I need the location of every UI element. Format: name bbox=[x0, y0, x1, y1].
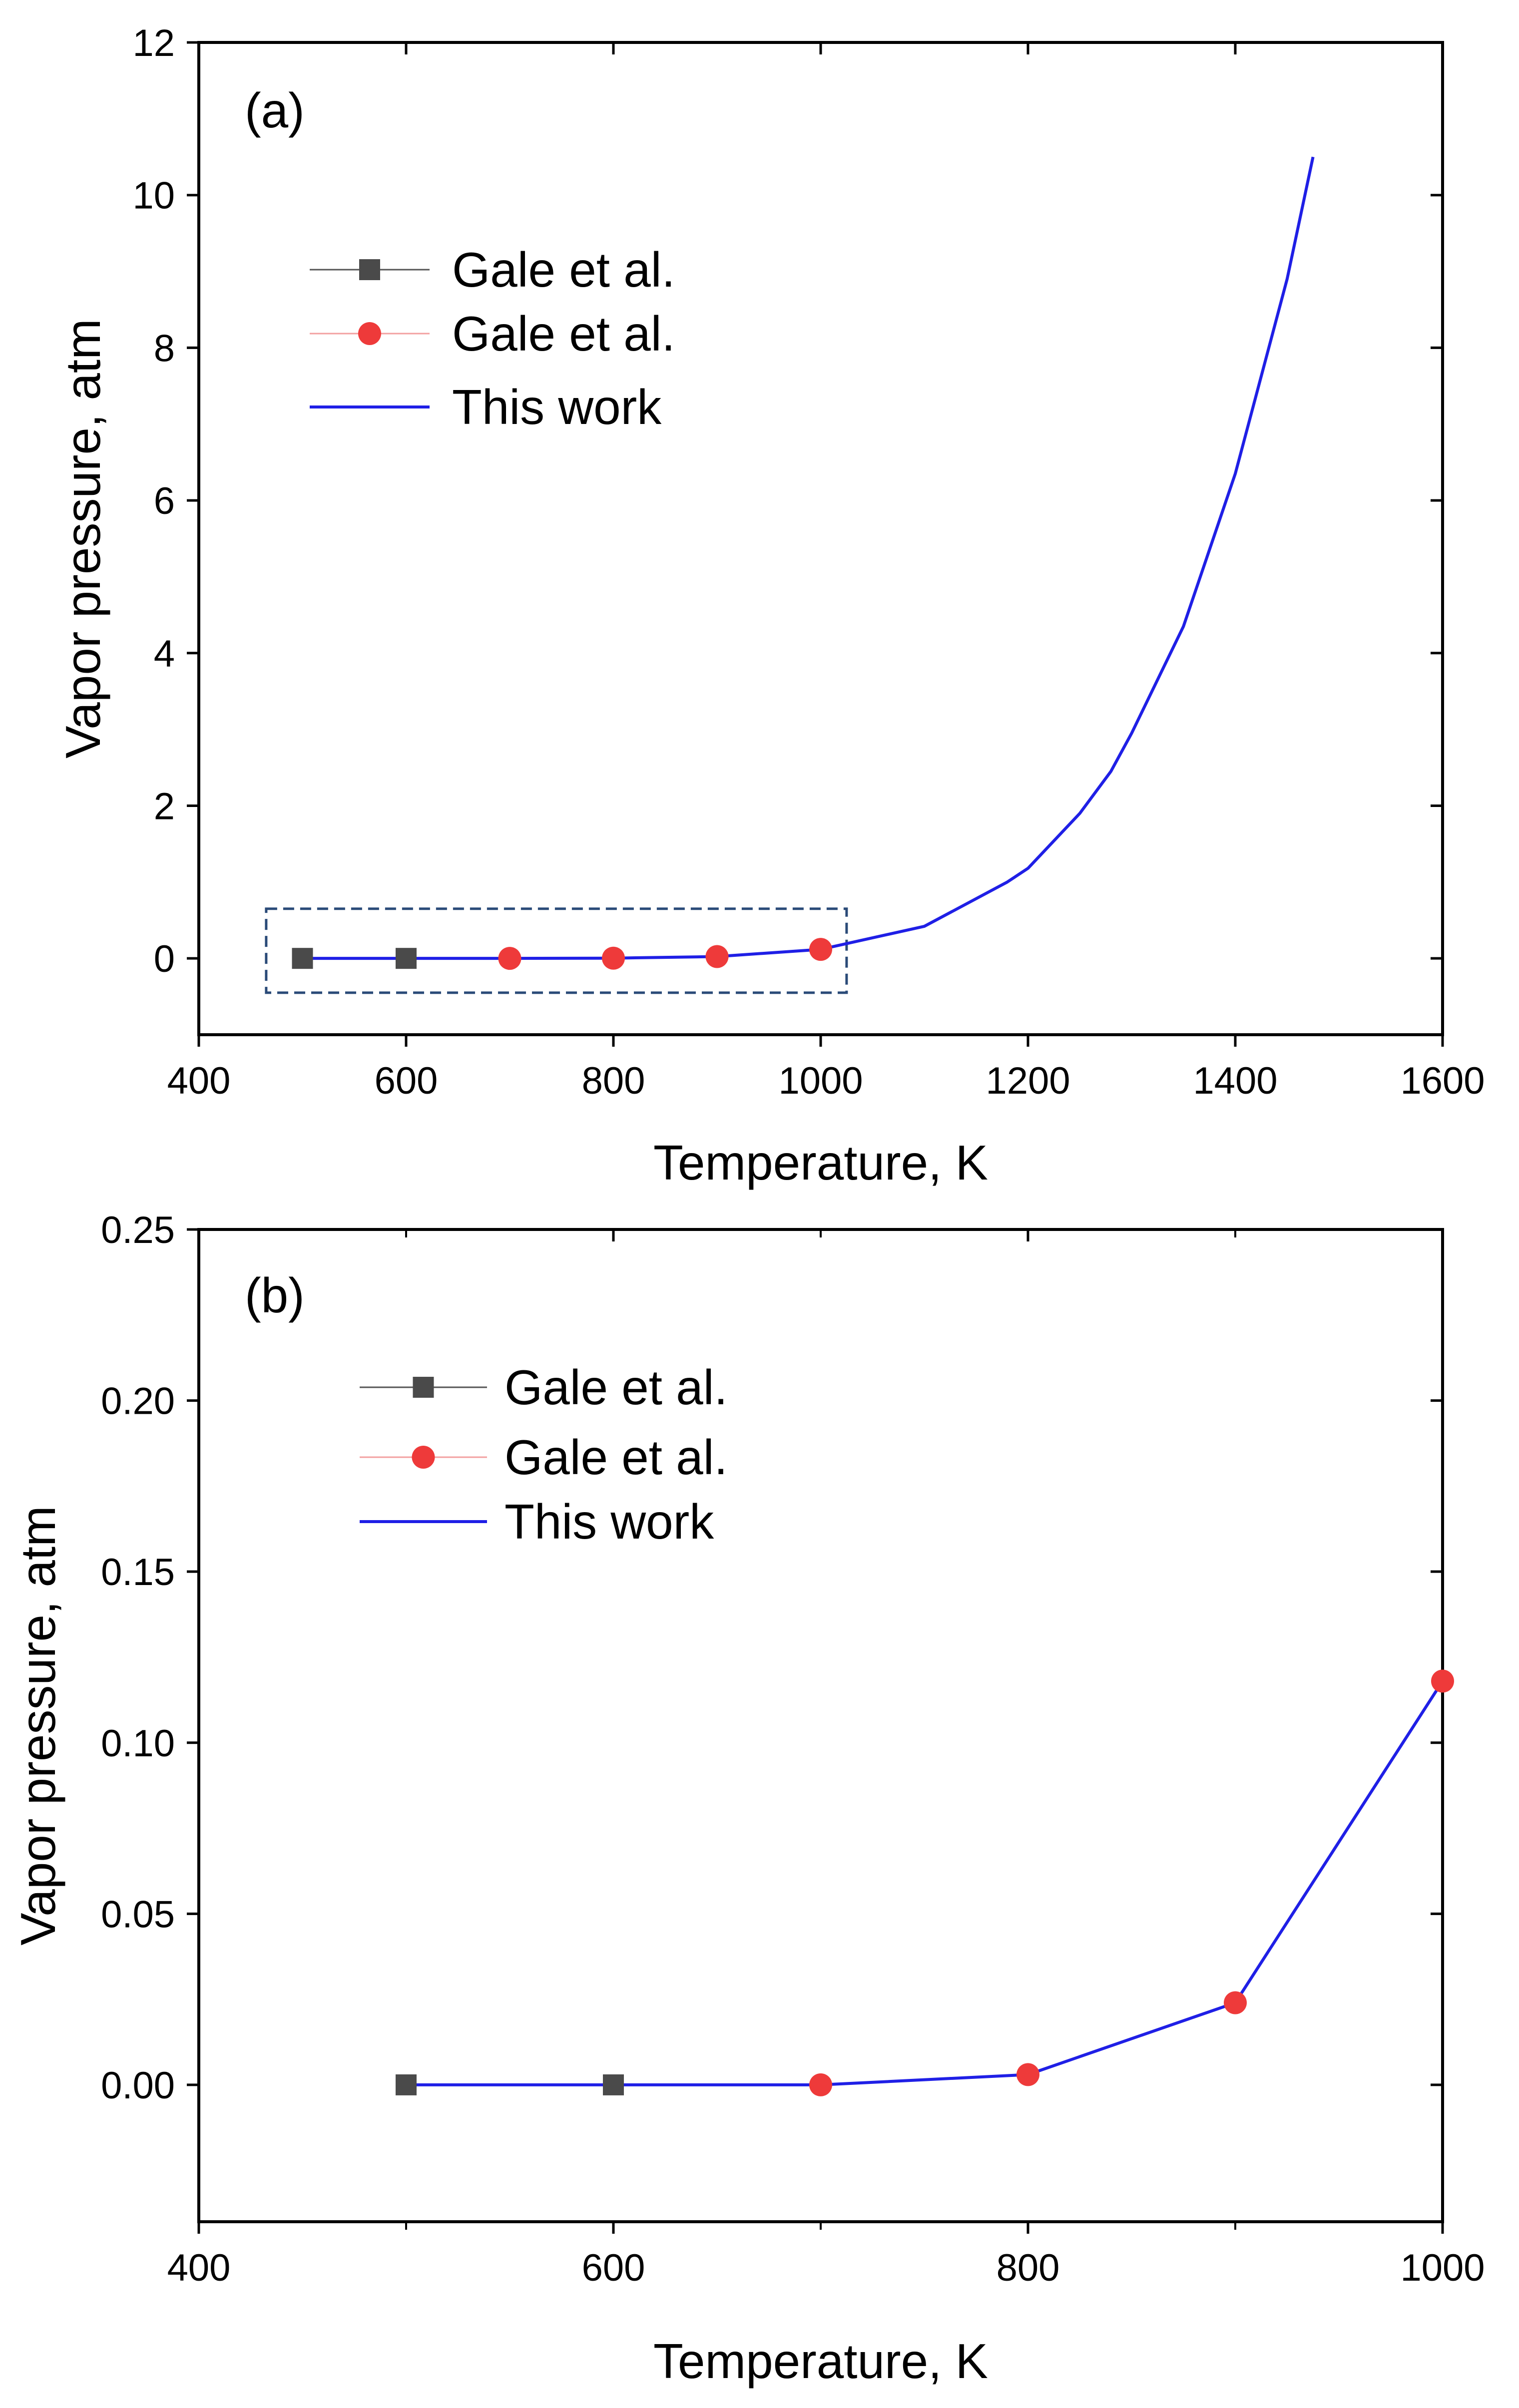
legend: Gale et al. Gale et al. This work bbox=[310, 242, 675, 434]
legend-marker-circle bbox=[412, 1446, 435, 1469]
series-line-this-work bbox=[406, 1680, 1444, 2086]
x-axis-title: Temperature, K bbox=[653, 2334, 988, 2389]
legend: Gale et al. Gale et al. This work bbox=[360, 1360, 728, 1549]
data-point-circle bbox=[705, 945, 729, 968]
panel-label: (a) bbox=[245, 83, 305, 138]
data-point-square bbox=[603, 2074, 624, 2095]
legend-marker-square bbox=[413, 1377, 434, 1398]
x-tick-label: 1600 bbox=[1400, 1060, 1485, 1102]
panel-label: (b) bbox=[245, 1268, 305, 1323]
legend-marker-circle bbox=[358, 322, 381, 345]
legend-label: This work bbox=[505, 1494, 714, 1549]
series-line-this-work bbox=[302, 156, 1315, 960]
legend-label: Gale et al. bbox=[452, 306, 675, 361]
y-tick-label: 0.10 bbox=[101, 1722, 175, 1765]
y-tick-label: 0.20 bbox=[101, 1380, 175, 1423]
y-tick-label: 0.15 bbox=[101, 1551, 175, 1594]
data-point-circle bbox=[1016, 2063, 1039, 2086]
x-axis-title: Temperature, K bbox=[653, 1135, 988, 1190]
x-tick-label: 800 bbox=[997, 2247, 1060, 2289]
data-point-square bbox=[292, 948, 313, 969]
legend-label: Gale et al. bbox=[505, 1360, 728, 1415]
y-axis-title: Vapor pressure, atm bbox=[10, 1506, 65, 1946]
y-tick-label: 0.25 bbox=[101, 1209, 175, 1251]
zoom-region-box bbox=[265, 907, 848, 994]
x-tick-label: 800 bbox=[582, 1060, 645, 1102]
data-point-circle bbox=[1224, 1991, 1247, 2014]
y-tick-label: 8 bbox=[154, 327, 175, 370]
y-tick-label: 4 bbox=[154, 633, 175, 675]
data-point-circle bbox=[809, 2073, 832, 2096]
x-tick-label: 600 bbox=[375, 1060, 438, 1102]
legend-label: Gale et al. bbox=[452, 242, 675, 297]
x-tick-label: 1000 bbox=[778, 1060, 863, 1102]
chart-panel-b: 400 600 800 1000 0.00 0.05 0.10 0.15 0.20 0.25 Tem… bbox=[10, 1209, 1485, 2389]
x-tick-label: 400 bbox=[167, 1060, 231, 1102]
x-tick-label: 1400 bbox=[1193, 1060, 1277, 1102]
x-tick-label: 1200 bbox=[986, 1060, 1070, 1102]
y-tick-label: 2 bbox=[154, 785, 175, 827]
data-point-circle bbox=[602, 946, 625, 970]
y-tick-label: 0.05 bbox=[101, 1893, 175, 1936]
data-point-circle bbox=[498, 947, 521, 970]
x-tick-label: 400 bbox=[167, 2247, 231, 2289]
x-tick-label: 600 bbox=[582, 2247, 645, 2289]
legend-label: Gale et al. bbox=[505, 1430, 728, 1485]
legend-marker-square bbox=[359, 259, 380, 280]
legend-label: This work bbox=[452, 380, 662, 434]
y-tick-label: 10 bbox=[132, 175, 175, 217]
y-tick-label: 12 bbox=[132, 22, 175, 64]
data-point-square bbox=[396, 948, 417, 969]
y-tick-label: 0.00 bbox=[101, 2064, 175, 2107]
data-point-square bbox=[396, 2074, 417, 2095]
y-tick-label: 6 bbox=[154, 480, 175, 522]
y-tick-label: 0 bbox=[154, 938, 175, 980]
data-point-circle bbox=[809, 938, 832, 961]
data-point-circle bbox=[1431, 1669, 1454, 1693]
y-axis-title: Vapor pressure, atm bbox=[55, 319, 110, 759]
chart-panel-a: 400 600 800 1000 1200 1400 1600 0 2 4 6 8 10 12 Temper… bbox=[55, 22, 1485, 1190]
x-tick-label: 1000 bbox=[1400, 2247, 1485, 2289]
